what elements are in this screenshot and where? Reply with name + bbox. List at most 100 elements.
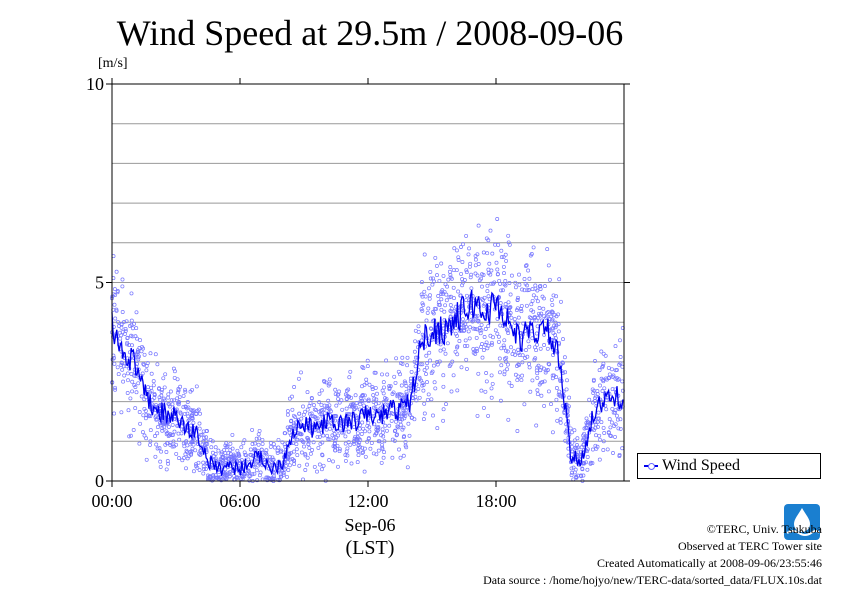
sample-point: [344, 449, 349, 454]
sample-point: [153, 352, 158, 357]
sample-point: [155, 417, 160, 422]
sample-point: [475, 273, 480, 278]
sample-point: [159, 389, 164, 394]
sample-point: [199, 445, 204, 450]
sample-point: [347, 375, 352, 380]
sample-point: [321, 463, 326, 468]
sample-point: [425, 380, 429, 385]
sample-point: [439, 297, 444, 302]
sample-point: [435, 426, 440, 431]
sample-point: [267, 476, 272, 481]
sample-point: [183, 387, 187, 392]
sample-point: [115, 365, 120, 370]
sample-point: [567, 395, 572, 400]
sample-point: [599, 420, 604, 425]
sample-point: [611, 410, 616, 415]
sample-point: [436, 300, 441, 305]
legend: Wind Speed: [637, 453, 821, 479]
sample-point: [384, 428, 389, 433]
sample-point: [481, 348, 486, 353]
sample-point: [599, 349, 604, 354]
sample-point: [443, 303, 448, 308]
sample-point: [116, 319, 120, 324]
sample-point: [377, 407, 382, 412]
sample-point: [417, 375, 422, 380]
sample-point: [305, 435, 310, 440]
sample-point: [270, 476, 275, 481]
sample-point: [584, 460, 588, 465]
sample-point: [201, 471, 206, 476]
sample-point: [120, 310, 125, 314]
sample-point: [513, 280, 518, 285]
sample-point: [488, 228, 493, 233]
sample-point: [129, 291, 134, 296]
sample-point: [183, 389, 188, 394]
sample-point: [352, 441, 357, 446]
sample-point: [197, 421, 202, 426]
sample-point: [361, 450, 366, 455]
sample-point: [374, 397, 379, 402]
sample-point: [334, 435, 339, 440]
sample-point: [201, 460, 206, 465]
sample-point: [441, 407, 446, 412]
sample-point: [215, 475, 220, 480]
sample-point: [523, 356, 528, 360]
sample-point: [355, 431, 360, 436]
credit-source: Data source : /home/hojyo/new/TERC-data/…: [483, 573, 822, 587]
sample-point: [224, 458, 229, 463]
sample-point: [380, 442, 385, 447]
sample-point: [509, 273, 514, 278]
sample-point: [399, 383, 404, 388]
sample-point: [576, 473, 580, 478]
sample-point: [517, 353, 522, 357]
sample-point: [331, 428, 336, 433]
sample-point: [360, 399, 365, 404]
sample-point: [393, 428, 398, 433]
sample-point: [144, 412, 149, 417]
terc-logo-icon: [784, 504, 820, 540]
sample-point: [527, 365, 532, 370]
sample-point: [348, 442, 353, 447]
sample-point: [476, 371, 481, 376]
sample-point: [448, 314, 453, 319]
sample-point: [401, 453, 406, 458]
sample-point: [203, 467, 208, 471]
sample-point: [154, 442, 159, 447]
sample-point: [148, 351, 153, 356]
sample-point: [400, 361, 405, 366]
sample-point: [473, 327, 478, 331]
sample-point: [434, 306, 439, 311]
sample-point: [480, 272, 484, 277]
sample-point: [534, 295, 539, 300]
sample-point: [506, 331, 511, 335]
sample-point: [420, 362, 425, 367]
sample-point: [285, 460, 290, 465]
sample-point: [144, 436, 149, 441]
sample-point: [354, 405, 358, 410]
sample-point: [469, 286, 474, 291]
sample-point: [584, 423, 589, 427]
sample-point: [597, 368, 602, 373]
sample-point: [143, 416, 148, 421]
sample-point: [120, 361, 125, 366]
sample-point: [486, 294, 491, 299]
sample-point: [144, 457, 149, 462]
sample-point: [427, 350, 432, 355]
sample-point: [570, 470, 574, 475]
sample-point: [345, 446, 350, 451]
sample-point: [590, 447, 595, 452]
sample-point: [349, 395, 354, 400]
sample-point: [336, 433, 341, 438]
sample-point: [125, 391, 130, 395]
sample-point: [516, 295, 520, 300]
sample-point: [502, 369, 507, 374]
sample-point: [366, 421, 371, 425]
sample-point: [428, 326, 433, 331]
sample-point: [358, 445, 363, 450]
sample-point: [112, 302, 117, 307]
sample-point: [114, 269, 119, 274]
y-tick-label: 5: [95, 273, 104, 293]
sample-point: [149, 371, 154, 376]
sample-point: [210, 450, 215, 455]
sample-point: [289, 418, 294, 423]
